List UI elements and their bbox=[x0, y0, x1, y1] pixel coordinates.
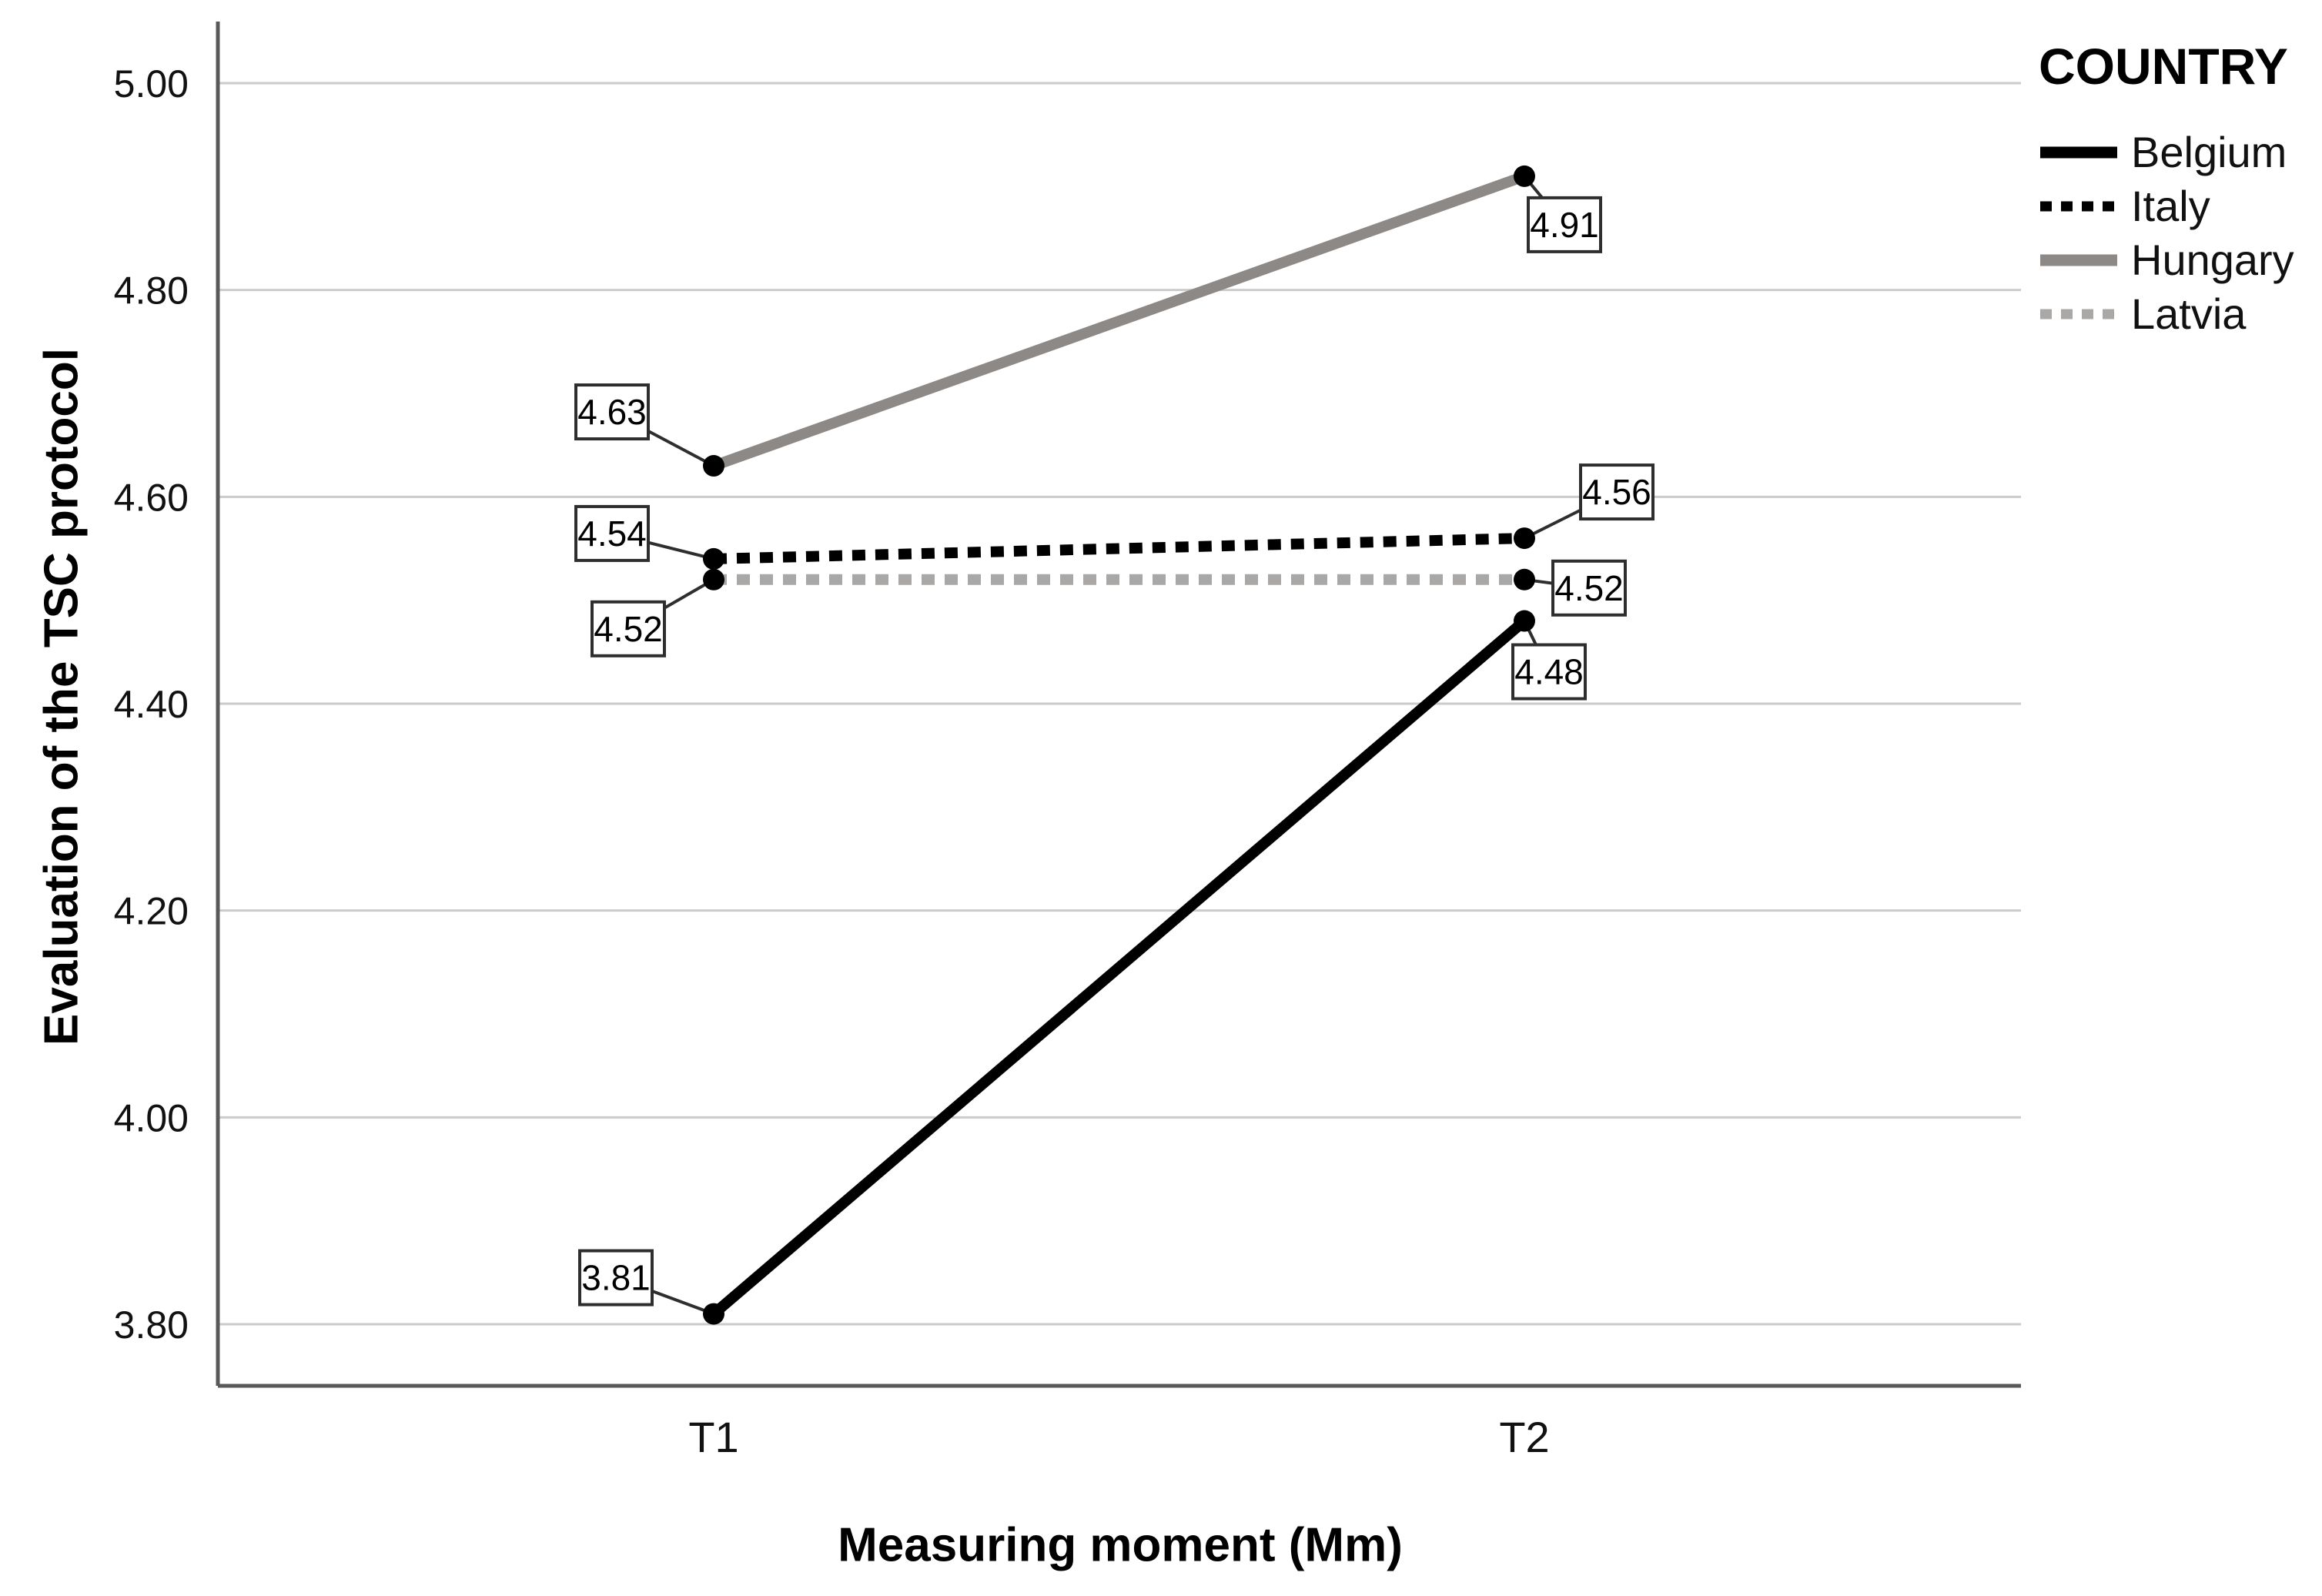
data-label: 4.52 bbox=[594, 609, 663, 649]
legend-label: Italy bbox=[2131, 182, 2210, 231]
data-label: 4.54 bbox=[577, 514, 647, 554]
data-label: 4.63 bbox=[577, 392, 647, 432]
data-label-box bbox=[1551, 559, 1627, 617]
data-label-box bbox=[1511, 643, 1587, 701]
series-line-hungary bbox=[711, 171, 1527, 471]
data-label-box bbox=[1579, 463, 1655, 521]
x-axis-title: Measuring moment (Mm) bbox=[838, 1518, 1403, 1572]
series-line-belgium bbox=[710, 617, 1528, 1318]
data-point-belgium bbox=[703, 1303, 724, 1325]
data-label: 4.91 bbox=[1530, 205, 1599, 245]
data-point-latvia bbox=[1514, 568, 1535, 591]
x-tick-label: T2 bbox=[1499, 1413, 1549, 1461]
y-axis-title: Evaluation of the TSC protocol bbox=[35, 348, 89, 1046]
y-tick-label: 5.00 bbox=[114, 62, 189, 105]
data-label-box bbox=[591, 600, 666, 657]
legend-label: Latvia bbox=[2131, 289, 2247, 339]
legend-items: Belgium Italy Hungary Latvia bbox=[2039, 125, 2294, 341]
legend-label: Belgium bbox=[2131, 128, 2287, 177]
legend-item-hungary: Hungary bbox=[2039, 233, 2294, 287]
legend-line-sample-solid bbox=[2040, 146, 2117, 159]
series-line-italy bbox=[713, 533, 1525, 564]
legend-line-sample-dotted bbox=[2040, 201, 2117, 212]
data-label-box bbox=[578, 1249, 654, 1307]
y-tick-label: 3.80 bbox=[114, 1303, 189, 1347]
legend-item-latvia: Latvia bbox=[2039, 287, 2294, 341]
data-point-belgium bbox=[1514, 610, 1535, 632]
data-label: 4.52 bbox=[1554, 568, 1624, 608]
y-tick-label: 4.80 bbox=[114, 269, 189, 313]
data-label: 3.81 bbox=[581, 1258, 651, 1298]
y-tick-label: 4.60 bbox=[114, 476, 189, 519]
data-label-box bbox=[1527, 196, 1602, 253]
legend-line-sample-solid bbox=[2040, 254, 2117, 266]
data-point-hungary bbox=[1514, 165, 1535, 187]
y-tick-label: 4.00 bbox=[114, 1096, 189, 1139]
legend: COUNTRY Belgium Italy Hungary Latvia bbox=[2039, 38, 2294, 341]
data-label: 4.56 bbox=[1582, 472, 1651, 512]
data-point-italy bbox=[703, 547, 724, 570]
legend-item-italy: Italy bbox=[2039, 179, 2294, 233]
data-point-latvia bbox=[703, 568, 724, 591]
legend-title: COUNTRY bbox=[2039, 38, 2288, 95]
y-tick-label: 4.20 bbox=[114, 890, 189, 933]
legend-label: Hungary bbox=[2131, 236, 2294, 285]
legend-item-belgium: Belgium bbox=[2039, 125, 2294, 179]
data-label-box bbox=[574, 383, 650, 441]
data-point-italy bbox=[1514, 527, 1535, 550]
legend-line-sample-dotted bbox=[2040, 309, 2117, 320]
data-label: 4.48 bbox=[1514, 652, 1584, 692]
data-label-box bbox=[574, 504, 650, 562]
y-tick-label: 4.40 bbox=[114, 683, 189, 726]
data-point-hungary bbox=[703, 455, 724, 477]
x-tick-label: T1 bbox=[688, 1413, 738, 1461]
